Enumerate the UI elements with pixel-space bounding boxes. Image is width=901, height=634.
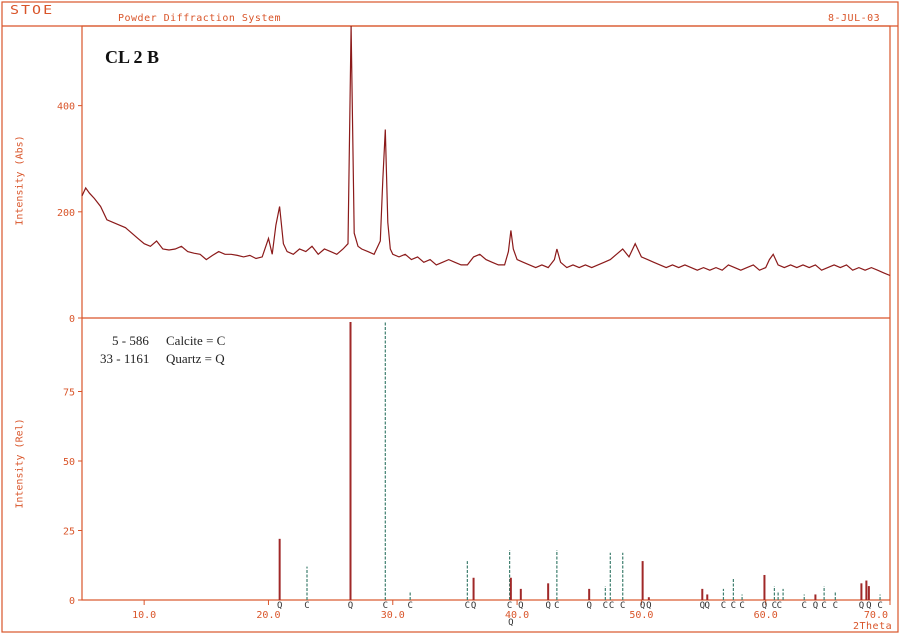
x-axis-label: 2Theta	[853, 621, 893, 632]
calcite-peak-label: C	[772, 601, 777, 611]
quartz-peak-label: Q	[277, 601, 282, 611]
quartz-peak-label: Q	[813, 601, 818, 611]
legend-quartz-id: 33 - 1161	[100, 351, 150, 366]
calcite-peak-label: C	[507, 601, 512, 611]
quartz-peak-label: Q	[700, 601, 705, 611]
top-y-ticks: 0 200 400	[57, 102, 82, 325]
calcite-peak-label: C	[603, 601, 608, 611]
quartz-peak-label: Q	[762, 601, 767, 611]
calcite-peak-label: C	[731, 601, 736, 611]
calcite-peak-label: C	[802, 601, 807, 611]
calcite-peak-label: C	[554, 601, 559, 611]
x-tick-label: 40.0	[505, 610, 529, 621]
calcite-peak-label: C	[465, 601, 470, 611]
calcite-peak-label: C	[877, 601, 882, 611]
calcite-peak-label: C	[833, 601, 838, 611]
x-tick-label: 30.0	[381, 610, 405, 621]
calcite-peak-label: C	[407, 601, 412, 611]
calcite-peak-label: C	[304, 601, 309, 611]
calcite-peak-label: C	[777, 601, 782, 611]
bottom-y-tick-label: 0	[69, 596, 75, 607]
quartz-peak-label: Q	[640, 601, 645, 611]
calcite-peak-label: C	[721, 601, 726, 611]
quartz-peak-label: Q	[859, 601, 864, 611]
app-title: Powder Diffraction System	[118, 13, 282, 24]
quartz-peak-label: Q	[586, 601, 591, 611]
calcite-peak-label: C	[609, 601, 614, 611]
quartz-peak-label: Q	[866, 601, 871, 611]
x-tick-label: 20.0	[256, 610, 280, 621]
calcite-peak-label: C	[383, 601, 388, 611]
x-tick-label: 60.0	[754, 610, 778, 621]
legend-calcite-id: 5 - 586	[112, 333, 149, 348]
quartz-peak-label: Q	[471, 601, 476, 611]
x-tick-label: 70.0	[864, 610, 888, 621]
bottom-y-tick-label: 50	[63, 457, 75, 468]
x-axis-ticks: 10.0 20.0 30.0 40.0 50.0 60.0 70.0	[132, 600, 891, 621]
legend-quartz-phase: Quartz = Q	[166, 351, 225, 366]
plot-area-border	[81, 25, 891, 601]
stoe-logo: STOE	[10, 3, 55, 18]
quartz-peak-label: Q	[705, 601, 710, 611]
quartz-peak-label: Q	[508, 618, 513, 628]
x-tick-label: 50.0	[629, 610, 653, 621]
top-y-axis-label: Intensity (Abs)	[14, 135, 26, 226]
calcite-peak-label: C	[739, 601, 744, 611]
quartz-peak-label: Q	[646, 601, 651, 611]
reference-bars	[278, 322, 881, 600]
top-y-tick-label: 400	[57, 102, 75, 113]
legend-calcite-phase: Calcite = C	[166, 333, 226, 348]
x-tick-label: 10.0	[132, 610, 156, 621]
quartz-peak-label: Q	[518, 601, 523, 611]
measured-pattern-line	[81, 25, 891, 277]
top-y-tick-label: 0	[69, 314, 75, 325]
calcite-peak-label: C	[620, 601, 625, 611]
bottom-y-ticks: 0 25 50 75	[63, 388, 82, 607]
sample-label: CL 2 B	[105, 47, 160, 67]
bottom-y-axis-label: Intensity (Rel)	[14, 418, 26, 509]
reference-labels: Q C Q C C C Q CQQ Q C Q C C C Q Q Q Q C C C Q C C C Q C C Q Q C	[277, 601, 883, 628]
bottom-y-tick-label: 25	[63, 527, 75, 538]
date-stamp: 8-JUL-03	[828, 13, 881, 24]
quartz-peak-label: Q	[348, 601, 353, 611]
top-y-tick-label: 200	[57, 208, 75, 219]
calcite-peak-label: C	[821, 601, 826, 611]
quartz-peak-label: Q	[545, 601, 550, 611]
bottom-y-tick-label: 75	[63, 388, 75, 399]
